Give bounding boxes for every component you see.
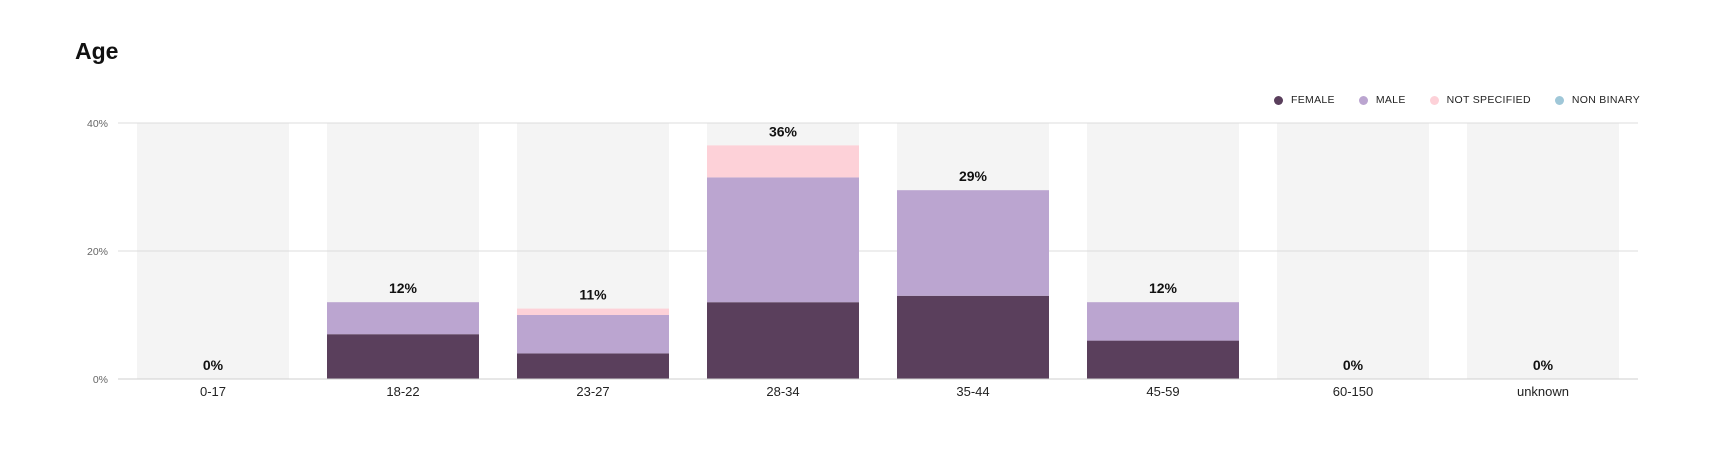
bar-segment-male[interactable] (517, 315, 669, 354)
x-category-label: 28-34 (766, 384, 799, 399)
bar-total-label: 12% (389, 280, 418, 296)
legend-label-not-specified: NOT SPECIFIED (1446, 94, 1531, 106)
x-category-label: 35-44 (956, 384, 989, 399)
bar-total-label: 12% (1149, 280, 1178, 296)
x-category-label: 45-59 (1146, 384, 1179, 399)
bar-segment-female[interactable] (707, 302, 859, 379)
legend-swatch-female (1274, 95, 1284, 105)
bar-segment-male[interactable] (897, 190, 1049, 296)
bar-total-label: 11% (579, 287, 607, 303)
legend-item-not-specified[interactable]: NOT SPECIFIED (1429, 94, 1531, 106)
bar-segment-not-specified[interactable] (707, 145, 859, 178)
x-category-label: 18-22 (386, 384, 419, 399)
legend-label-male: MALE (1375, 94, 1406, 106)
bar-total-label: 0% (1533, 357, 1554, 373)
bar-segment-male[interactable] (1087, 302, 1239, 341)
bar-segment-female[interactable] (1087, 340, 1239, 379)
legend-swatch-male (1358, 95, 1368, 105)
legend-label-female: FEMALE (1291, 94, 1335, 106)
bar-segment-female[interactable] (517, 353, 669, 379)
legend-swatch-not-specified (1429, 95, 1439, 105)
bar-segment-male[interactable] (707, 177, 859, 303)
legend-swatch-non-binary (1554, 95, 1564, 105)
bar-total-label: 29% (959, 168, 988, 184)
y-tick-label: 20% (87, 246, 108, 258)
legend-label-non-binary: NON BINARY (1571, 94, 1640, 106)
y-tick-label: 40% (87, 118, 108, 130)
bar-segment-not-specified[interactable] (517, 308, 669, 315)
bar-total-label: 0% (1343, 357, 1364, 373)
x-category-label: 0-17 (200, 384, 226, 399)
chart-title: Age (75, 38, 119, 64)
x-category-label: 60-150 (1333, 384, 1373, 399)
bar-total-label: 0% (203, 357, 224, 373)
bar-total-label: 36% (769, 123, 798, 139)
x-category-label: unknown (1517, 384, 1569, 399)
y-tick-label: 0% (93, 374, 108, 386)
bar-segment-male[interactable] (327, 302, 479, 335)
legend-item-male[interactable]: MALE (1358, 94, 1406, 106)
legend-item-female[interactable]: FEMALE (1274, 94, 1335, 106)
chart-legend: FEMALE MALE NOT SPECIFIED NON BINARY (1274, 94, 1640, 106)
bar-segment-female[interactable] (327, 334, 479, 379)
x-category-label: 23-27 (576, 384, 609, 399)
bar-segment-female[interactable] (897, 295, 1049, 379)
legend-item-non-binary[interactable]: NON BINARY (1554, 94, 1640, 106)
